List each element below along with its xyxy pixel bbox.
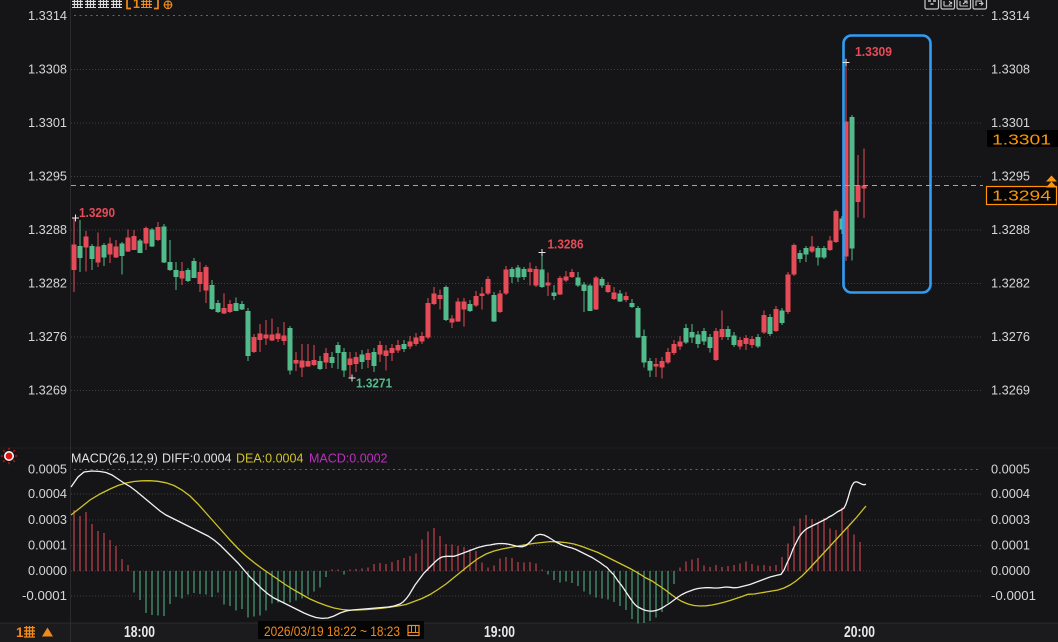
svg-text:0.0003: 0.0003 <box>991 513 1030 527</box>
svg-text:1.3301: 1.3301 <box>992 133 1051 149</box>
svg-text:1.3308: 1.3308 <box>28 63 67 77</box>
svg-text:1.3276: 1.3276 <box>991 330 1030 344</box>
svg-text:1.3301: 1.3301 <box>991 116 1030 130</box>
svg-text:0.0001: 0.0001 <box>991 539 1030 553</box>
svg-text:1.3301: 1.3301 <box>28 116 67 130</box>
svg-text:DEA:0.0004: DEA:0.0004 <box>236 452 303 466</box>
svg-text:1.3308: 1.3308 <box>991 63 1030 77</box>
svg-text:1.3271: 1.3271 <box>356 376 392 391</box>
svg-text:MACD:0.0002: MACD:0.0002 <box>309 452 388 466</box>
svg-text:18:00: 18:00 <box>124 624 155 641</box>
svg-text:20:00: 20:00 <box>844 624 875 641</box>
svg-text:2026/03/19 18:22 ~ 18:23: 2026/03/19 18:22 ~ 18:23 <box>264 623 400 639</box>
svg-text:1.3276: 1.3276 <box>28 330 67 344</box>
svg-text:1.3314: 1.3314 <box>991 9 1030 23</box>
svg-text:1.3282: 1.3282 <box>28 277 67 291</box>
svg-text:-0.0001: -0.0001 <box>22 589 67 603</box>
svg-text:0.0004: 0.0004 <box>991 487 1030 501</box>
svg-text:1.3295: 1.3295 <box>28 170 67 184</box>
svg-text:1.3286: 1.3286 <box>548 237 584 252</box>
svg-text:-0.0001: -0.0001 <box>991 589 1036 603</box>
svg-text:1.3269: 1.3269 <box>991 384 1030 398</box>
svg-text:MACD(26,12,9): MACD(26,12,9) <box>71 452 158 466</box>
svg-text:1.3288: 1.3288 <box>991 223 1030 237</box>
svg-text:0.0003: 0.0003 <box>28 513 67 527</box>
svg-text:0.0000: 0.0000 <box>28 564 67 578</box>
svg-text:1: 1 <box>16 625 24 640</box>
svg-text:1.3314: 1.3314 <box>28 9 67 23</box>
svg-text:0.0005: 0.0005 <box>28 463 67 477</box>
svg-text:1.3295: 1.3295 <box>991 170 1030 184</box>
svg-text:19:00: 19:00 <box>484 624 515 641</box>
svg-text:1.3269: 1.3269 <box>28 384 67 398</box>
svg-text:1.3309: 1.3309 <box>855 44 892 59</box>
svg-text:DIFF:0.0004: DIFF:0.0004 <box>162 452 232 466</box>
svg-text:0.0004: 0.0004 <box>28 487 67 501</box>
svg-text:0.0000: 0.0000 <box>991 564 1030 578</box>
svg-text:0.0001: 0.0001 <box>28 539 67 553</box>
svg-text:0.0005: 0.0005 <box>991 463 1030 477</box>
svg-text:1.3290: 1.3290 <box>79 205 115 220</box>
svg-text:1.3282: 1.3282 <box>991 277 1030 291</box>
svg-text:1.3294: 1.3294 <box>992 189 1051 205</box>
svg-text:1.3288: 1.3288 <box>28 223 67 237</box>
svg-text:1: 1 <box>133 0 140 11</box>
